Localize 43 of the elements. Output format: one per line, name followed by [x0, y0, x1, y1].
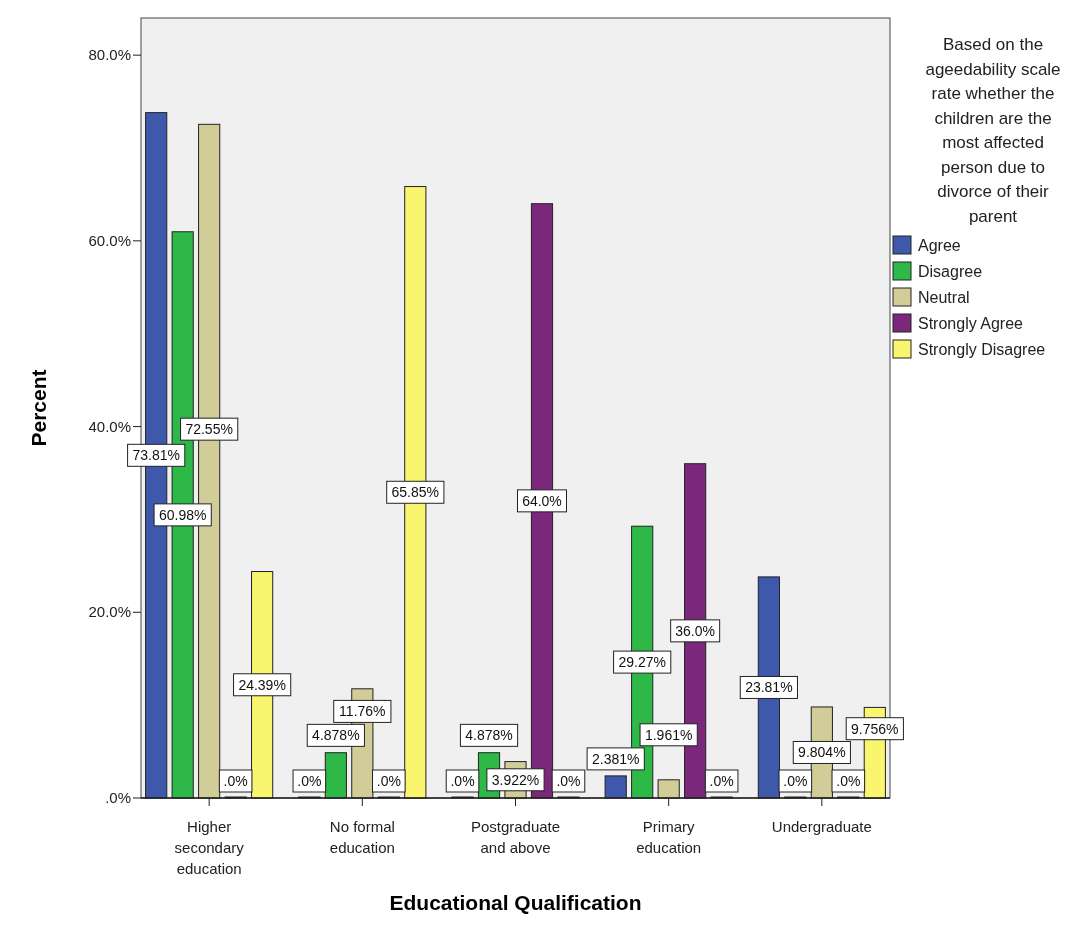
data-label: 60.98% — [158, 506, 207, 523]
legend-label: Neutral — [918, 289, 970, 306]
legend-title: Based on the ageedability scale rate whether the children are the most affected person due to divorce of their parent — [925, 35, 1061, 226]
legend-label: Disagree — [918, 263, 983, 280]
data-label: 2.381% — [591, 750, 640, 767]
y-tick-label: 60.0% — [88, 231, 131, 249]
x-tick-label: Higher secondary education — [174, 818, 245, 877]
data-label: .0% — [556, 773, 581, 789]
data-label: .0% — [376, 773, 401, 789]
data-label: 36.0% — [675, 622, 716, 639]
data-label: 3.922% — [491, 771, 540, 788]
data-label: 9.804% — [798, 744, 846, 761]
data-label: 29.27% — [618, 654, 666, 671]
legend-label: Strongly Agree — [918, 315, 1024, 332]
data-label: .0% — [783, 773, 808, 789]
data-label: .0% — [836, 773, 861, 789]
y-tick-label: 40.0% — [88, 417, 131, 435]
data-label: .0% — [709, 773, 734, 789]
data-label: 23.81% — [745, 679, 793, 696]
data-label: 73.81% — [132, 447, 180, 464]
y-tick-label: 80.0% — [88, 46, 131, 64]
data-label: 4.878% — [465, 727, 513, 744]
data-label: 64.0% — [522, 492, 562, 509]
data-label: .0% — [223, 773, 248, 789]
data-label: 65.85% — [391, 484, 440, 501]
data-label: .0% — [450, 773, 475, 789]
x-tick-label: Undergraduate — [771, 818, 872, 835]
x-tick-label: Postgraduate and above — [470, 818, 561, 856]
data-label: 11.76% — [339, 703, 386, 720]
y-tick-label: 20.0% — [88, 603, 131, 621]
legend-label: Strongly Disagree — [918, 341, 1046, 358]
data-label: 9.756% — [851, 720, 899, 737]
x-tick-label: No formal education — [329, 818, 395, 856]
x-axis-title: Educational Qualification — [389, 891, 642, 914]
data-label: 4.878% — [312, 727, 360, 744]
data-label: .0% — [297, 773, 322, 789]
y-axis-title: Percent — [27, 369, 50, 447]
y-tick-label: .0% — [105, 789, 131, 806]
data-label: 72.55% — [185, 421, 233, 438]
data-label: 24.39% — [238, 676, 286, 693]
data-label: 1.961% — [644, 726, 693, 743]
legend-label: Agree — [918, 237, 961, 254]
x-tick-label: Primary education — [636, 818, 702, 856]
